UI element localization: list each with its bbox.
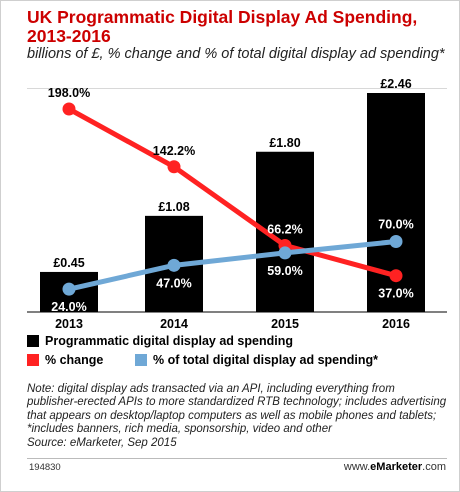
chart-title: UK Programmatic Digital Display Ad Spend… [27, 7, 418, 46]
chart-id: 194830 [29, 462, 61, 473]
share-label-2015: 59.0% [267, 264, 302, 278]
point-share-2013 [62, 282, 76, 296]
legend-swatch-bars [27, 335, 39, 347]
legend-swatch-share [135, 354, 147, 366]
legend-swatch-change [27, 354, 39, 366]
legend-item-share: % of total digital display ad spending* [135, 353, 378, 367]
source-text: Source: eMarketer, Sep 2015 [27, 436, 177, 449]
legend-label-change: % change [45, 353, 104, 367]
note-text: Note: digital display ads transacted via… [27, 383, 447, 436]
bar-label-2015: £1.80 [269, 136, 300, 150]
footnote: Note: digital display ads transacted via… [27, 383, 447, 450]
x-tick-label-2015: 2015 [271, 317, 299, 331]
x-tick-label-2016: 2016 [382, 317, 410, 331]
line-change [66, 106, 399, 279]
legend-item-bars: Programmatic digital display ad spending [27, 334, 293, 348]
change-label-2015: 66.2% [267, 222, 302, 236]
divider [27, 88, 447, 89]
legend-label-bars: Programmatic digital display ad spending [45, 334, 293, 348]
share-label-2014: 47.0% [156, 276, 191, 290]
bar-label-2016: £2.46 [380, 77, 411, 91]
share-label-2016: 70.0% [378, 218, 413, 232]
chart-subtitle: billions of £, % change and % of total d… [27, 46, 445, 62]
footer-divider [27, 458, 447, 459]
point-change-2016 [389, 269, 403, 283]
x-tick-label-2014: 2014 [160, 317, 188, 331]
bar-label-2014: £1.08 [158, 200, 189, 214]
point-share-2015 [278, 246, 292, 260]
bar-label-2013: £0.45 [53, 256, 84, 270]
x-tick-label-2013: 2013 [55, 317, 83, 331]
brand-logo[interactable]: www.eMarketer.com [344, 461, 446, 473]
brand-name: eMarketer [370, 461, 423, 473]
change-label-2013: 198.0% [48, 86, 90, 100]
legend-item-change: % change [27, 353, 103, 367]
line-share [66, 239, 399, 292]
change-label-2014: 142.2% [153, 144, 195, 158]
brand-suffix: .com [422, 461, 446, 473]
point-share-2016 [389, 235, 403, 249]
point-change-2014 [167, 160, 181, 174]
point-share-2014 [167, 258, 181, 272]
brand-prefix: www. [343, 461, 371, 473]
legend-label-share: % of total digital display ad spending* [153, 353, 379, 367]
point-change-2013 [62, 102, 76, 116]
chart-plot: £0.45 £1.08 £1.80 £2.46 198.0% 142.2% 66.2% 37.… [27, 77, 447, 331]
change-label-2016: 37.0% [378, 287, 413, 301]
share-label-2013: 24.0% [51, 300, 86, 314]
